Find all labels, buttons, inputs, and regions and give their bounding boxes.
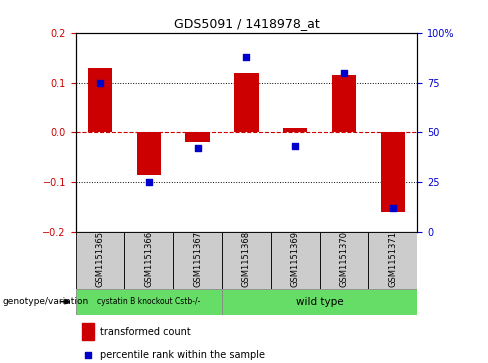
Bar xyxy=(368,232,417,289)
Text: GSM1151368: GSM1151368 xyxy=(242,231,251,287)
Bar xyxy=(137,132,161,175)
Point xyxy=(194,146,202,151)
Text: GSM1151369: GSM1151369 xyxy=(291,231,300,287)
Text: cystatin B knockout Cstb-/-: cystatin B knockout Cstb-/- xyxy=(97,297,201,306)
Bar xyxy=(82,323,95,340)
Text: wild type: wild type xyxy=(296,297,344,307)
Text: genotype/variation: genotype/variation xyxy=(2,297,89,306)
Bar xyxy=(320,232,368,289)
Text: GSM1151366: GSM1151366 xyxy=(144,231,153,287)
Text: GSM1151365: GSM1151365 xyxy=(96,231,104,287)
Point xyxy=(291,144,299,150)
Point xyxy=(84,352,92,358)
Text: GSM1151367: GSM1151367 xyxy=(193,231,202,287)
Text: transformed count: transformed count xyxy=(100,327,190,337)
Bar xyxy=(124,232,173,289)
Bar xyxy=(76,289,222,315)
Bar xyxy=(222,232,271,289)
Point xyxy=(340,70,348,76)
Point xyxy=(145,180,153,185)
Bar xyxy=(271,232,320,289)
Bar xyxy=(283,127,307,132)
Bar xyxy=(332,75,356,132)
Point xyxy=(243,54,250,60)
Text: percentile rank within the sample: percentile rank within the sample xyxy=(100,350,264,360)
Bar xyxy=(88,68,112,132)
Bar xyxy=(381,132,405,212)
Bar xyxy=(185,132,210,142)
Title: GDS5091 / 1418978_at: GDS5091 / 1418978_at xyxy=(174,17,319,30)
Text: GSM1151370: GSM1151370 xyxy=(340,231,348,287)
Point xyxy=(96,79,104,85)
Bar xyxy=(222,289,417,315)
Bar xyxy=(173,232,222,289)
Bar xyxy=(76,232,124,289)
Bar xyxy=(234,73,259,132)
Point xyxy=(389,205,397,211)
Text: GSM1151371: GSM1151371 xyxy=(388,231,397,287)
